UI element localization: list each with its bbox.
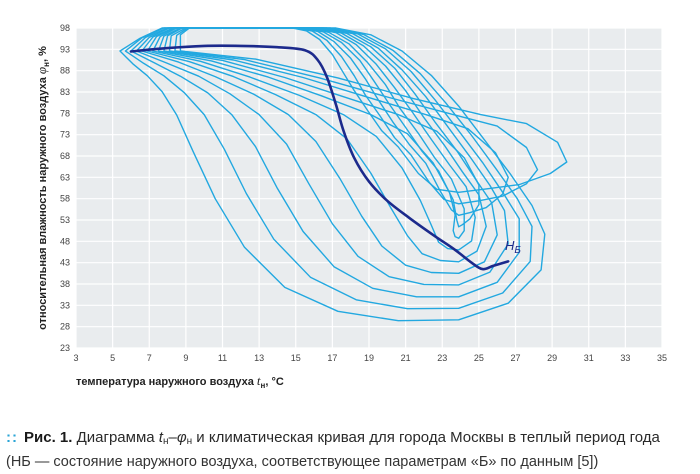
- y-tick-label: 38: [60, 279, 70, 289]
- y-axis-label: относительная влажность наружного воздух…: [34, 46, 51, 330]
- caption-title-suffix: и климатическая кривая для города Москвы…: [192, 429, 660, 446]
- x-tick-label: 25: [474, 353, 484, 363]
- caption-dash: –: [168, 429, 177, 446]
- x-tick-label: 33: [620, 353, 630, 363]
- x-tick-label: 35: [657, 353, 667, 363]
- caption-line-1: :: Рис. 1. Диаграмма tн–φн и климатическа…: [6, 428, 696, 452]
- x-tick-label: 9: [183, 353, 188, 363]
- contour-line: [179, 27, 568, 194]
- x-tick-label: 3: [73, 353, 78, 363]
- tick-labels: 3 5 7 9 11 13 15 17 19 21 23 25 27 29 31 33 352328333843…: [60, 23, 667, 363]
- y-tick-label: 48: [60, 236, 70, 246]
- x-tick-label: 19: [364, 353, 374, 363]
- x-tick-label: 7: [147, 353, 152, 363]
- figure-caption: :: Рис. 1. Диаграмма tн–φн и климатическа…: [6, 428, 696, 472]
- y-tick-label: 58: [60, 194, 70, 204]
- x-tick-label: 29: [547, 353, 557, 363]
- caption-phi-sub: н: [186, 436, 193, 447]
- x-tick-label: 17: [327, 353, 337, 363]
- caption-line-2: (НБ — состояние наружного воздуха, соотв…: [6, 454, 599, 470]
- climate-curve-layer: [129, 44, 510, 271]
- annotation-main: Н: [505, 238, 515, 253]
- grid-lines: [75, 27, 663, 349]
- contour-lines: [119, 27, 568, 322]
- caption-figure-label: Рис. 1.: [24, 429, 73, 446]
- y-tick-label: 98: [60, 23, 70, 33]
- x-axis-label: температура наружного воздуха tн, °С: [76, 373, 284, 390]
- x-tick-label: 21: [401, 353, 411, 363]
- x-tick-label: 31: [584, 353, 594, 363]
- caption-t-sub: н: [162, 436, 169, 447]
- y-tick-label: 73: [60, 130, 70, 140]
- x-tick-label: 15: [291, 353, 301, 363]
- y-tick-label: 63: [60, 172, 70, 182]
- x-tick-label: 5: [110, 353, 115, 363]
- y-tick-label: 83: [60, 87, 70, 97]
- y-tick-label: 43: [60, 258, 70, 268]
- y-tick-label: 78: [60, 108, 70, 118]
- y-tick-label: 88: [60, 66, 70, 76]
- y-tick-label: 33: [60, 300, 70, 310]
- caption-title-prefix: Диаграмма: [76, 429, 159, 446]
- y-tick-label: 23: [60, 343, 70, 353]
- caption-marker: ::: [6, 429, 18, 446]
- x-tick-label: 13: [254, 353, 264, 363]
- x-tick-label: 23: [437, 353, 447, 363]
- x-tick-label: 11: [218, 353, 227, 363]
- y-tick-label: 28: [60, 322, 70, 332]
- y-tick-label: 93: [60, 44, 70, 54]
- chart-figure: 3 5 7 9 11 13 15 17 19 21 23 25 27 29 31 33 35 23 28 33 38 43…: [34, 23, 667, 390]
- annotation-sub: Б: [514, 245, 521, 256]
- x-tick-label: 27: [510, 353, 520, 363]
- caption-phi-symbol: φ: [176, 429, 187, 446]
- chart-svg: 3 5 7 9 11 13 15 17 19 21 23 25 27 29 31 33 352328333843…: [34, 23, 667, 390]
- y-tick-label: 68: [60, 151, 70, 161]
- point-annotation: НБ: [505, 238, 521, 256]
- climate-curve: [129, 44, 510, 271]
- y-tick-label: 53: [60, 215, 70, 225]
- caption-t-symbol: t: [158, 429, 163, 446]
